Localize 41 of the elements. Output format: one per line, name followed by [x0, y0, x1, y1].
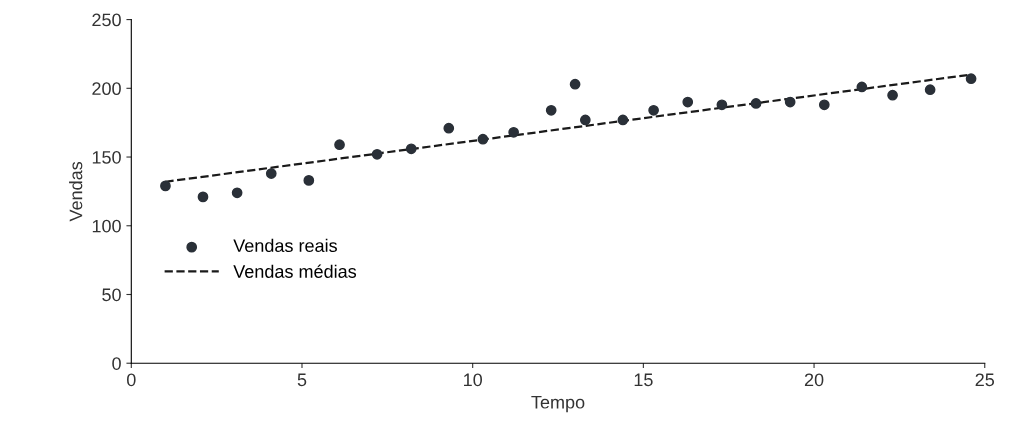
x-tick-label: 25: [975, 373, 995, 387]
y-tick-label: 0: [112, 357, 121, 370]
y-tick-label: 100: [92, 219, 121, 233]
point: [716, 99, 728, 111]
legend-label: Vendas médias: [233, 264, 357, 278]
point: [405, 143, 417, 155]
point: [818, 99, 830, 111]
point: [924, 84, 936, 96]
point: [545, 104, 557, 116]
point: [231, 187, 243, 199]
point: [265, 168, 277, 179]
point: [750, 98, 762, 109]
point: [371, 148, 383, 160]
x-tick-label: 5: [297, 373, 307, 387]
x-tick-label: 10: [464, 373, 483, 387]
point: [579, 114, 591, 126]
point: [334, 139, 345, 151]
y-axis-title: Vendas: [69, 161, 83, 222]
point: [477, 133, 489, 145]
point: [303, 175, 315, 186]
y-tick-label: 50: [102, 288, 121, 302]
x-axis-title: Tempo: [531, 396, 585, 413]
point: [856, 81, 868, 93]
point: [617, 114, 629, 126]
point: [682, 96, 694, 108]
x-tick-label: 0: [126, 373, 136, 387]
y-tick-label: 200: [92, 82, 121, 96]
point: [784, 96, 796, 108]
y-tick-label: 150: [92, 150, 121, 164]
legend-label: Vendas reais: [233, 238, 337, 253]
point: [965, 73, 977, 85]
x-tick-label: 15: [634, 373, 653, 387]
x-tick-label: 20: [804, 373, 824, 387]
point: [648, 104, 659, 116]
point: [508, 126, 519, 138]
point: [569, 78, 581, 90]
point: [887, 89, 898, 101]
point: [160, 180, 171, 192]
y-tick-label: 250: [92, 13, 121, 27]
point: [197, 191, 209, 203]
point: [443, 122, 455, 134]
